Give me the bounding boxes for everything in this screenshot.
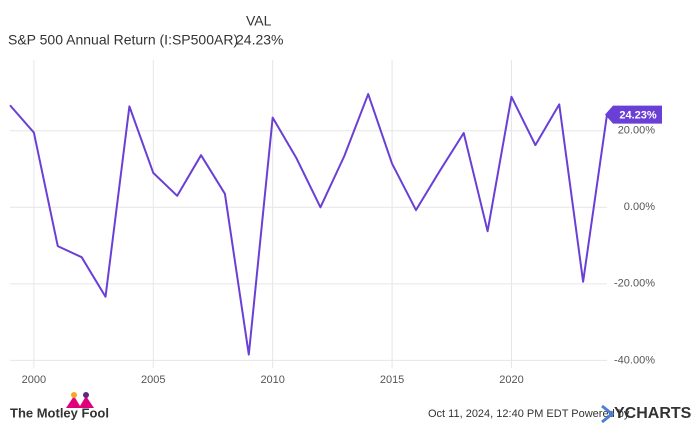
x-tick-label: 2000 xyxy=(22,374,46,386)
y-tick-label: -40.00% xyxy=(614,354,655,366)
y-tick-label: -20.00% xyxy=(614,278,655,290)
current-value: 24.23% xyxy=(236,32,283,48)
plot-area: 2000 2005 2010 2015 2020 20.00% 0.00% -20.00% -4… xyxy=(9,60,662,386)
x-tick-label: 2015 xyxy=(380,374,404,386)
x-tick-label: 2020 xyxy=(499,374,523,386)
series-label: S&P 500 Annual Return (I:SP500AR) xyxy=(8,32,238,48)
column-label: VAL xyxy=(246,13,272,29)
logo xyxy=(66,392,94,408)
y-tick-label: 0.00% xyxy=(624,201,655,213)
y-tick-label: 20.00% xyxy=(618,125,656,137)
x-tick-label: 2005 xyxy=(141,374,165,386)
ycharts-mark xyxy=(601,404,615,424)
x-tick-label: 2010 xyxy=(260,374,284,386)
line xyxy=(9,93,608,356)
value-tag xyxy=(605,105,662,124)
source: YCHARTS xyxy=(614,405,692,422)
value-tag-label: 24.23% xyxy=(619,110,657,122)
brand: The Motley Fool xyxy=(10,405,109,420)
timestamp: Oct 11, 2024, 12:40 PM EDT Powered by xyxy=(428,408,630,420)
